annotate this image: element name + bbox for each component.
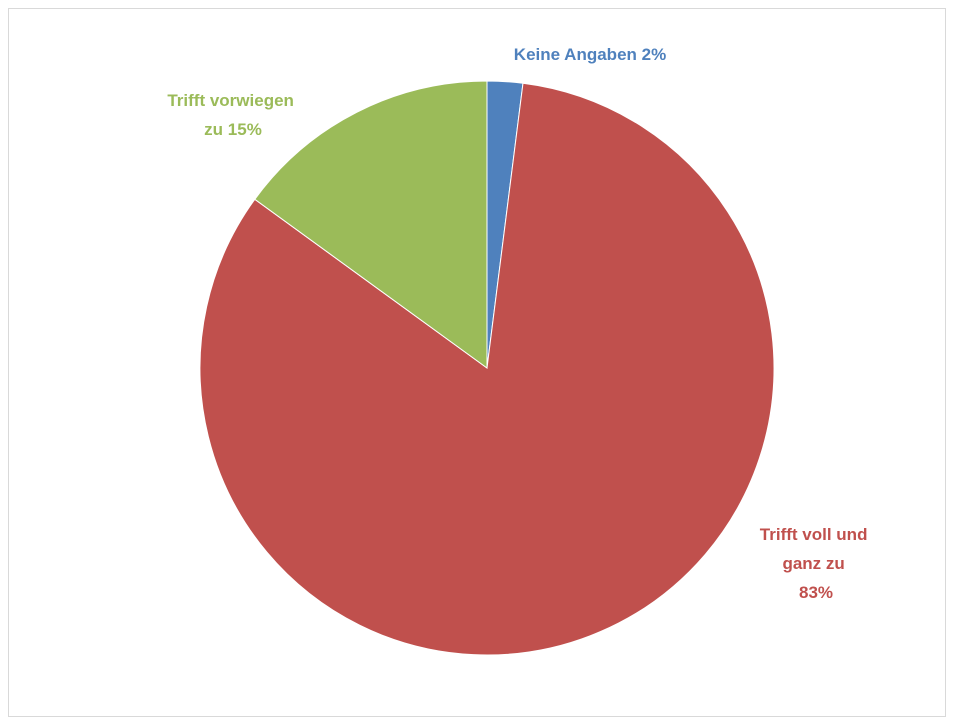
label-keine-angaben: Keine Angaben 2%	[514, 45, 666, 64]
pie-slice-trifft-voll-und-ganz-zu	[199, 82, 775, 656]
pie-slices	[199, 80, 775, 656]
label-trifft-voll-und-ganz-zu: Trifft voll und ganz zu 83%	[760, 525, 872, 602]
label-trifft-vorwiegen-zu: Trifft vorwiegen zu 15%	[167, 91, 298, 139]
pie-slice-trifft-vorwiegen-zu	[254, 80, 488, 369]
